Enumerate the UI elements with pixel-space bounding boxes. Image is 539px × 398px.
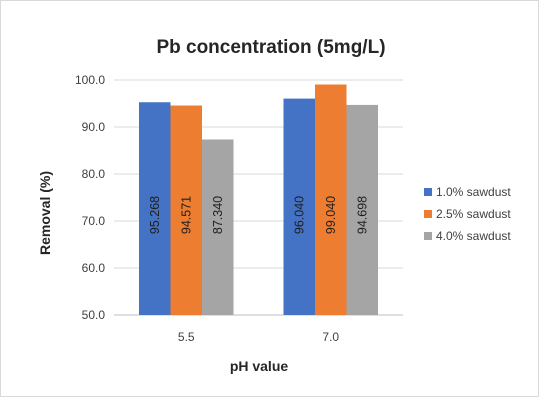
bar xyxy=(170,105,202,315)
legend-label: 1.0% sawdust xyxy=(436,185,511,199)
x-axis-title: pH value xyxy=(230,358,289,374)
x-tick-labels: 5.5 7.0 xyxy=(178,330,340,344)
data-label: 96.040 xyxy=(292,196,306,234)
y-tick-label: 70.0 xyxy=(82,214,106,228)
data-label: 87.340 xyxy=(211,196,225,234)
x-tick-label: 5.5 xyxy=(178,330,195,344)
data-label: 95.268 xyxy=(148,196,162,234)
legend-swatch xyxy=(424,188,432,196)
bars xyxy=(139,84,378,316)
data-label: 94.698 xyxy=(355,196,369,234)
data-label: 94.571 xyxy=(179,196,193,234)
y-tick-label: 90.0 xyxy=(82,120,106,134)
y-tick-label: 80.0 xyxy=(82,167,106,181)
y-tick-label: 100.0 xyxy=(75,73,105,87)
chart-title: Pb concentration (5mg/L) xyxy=(156,37,385,58)
bar xyxy=(139,102,171,315)
legend: 1.0% sawdust 2.5% sawdust 4.0% sawdust xyxy=(424,185,511,243)
y-axis-title: Removal (%) xyxy=(37,171,53,255)
bar xyxy=(283,98,315,315)
bar xyxy=(346,104,378,315)
bar xyxy=(202,139,234,315)
data-label: 99.040 xyxy=(324,196,338,234)
legend-swatch xyxy=(424,210,432,218)
legend-swatch xyxy=(424,232,432,240)
legend-label: 2.5% sawdust xyxy=(436,207,511,221)
y-tick-label: 50.0 xyxy=(82,308,106,322)
y-tick-labels: 50.0 60.0 70.0 80.0 90.0 100.0 xyxy=(75,73,105,322)
x-tick-label: 7.0 xyxy=(322,330,339,344)
legend-label: 4.0% sawdust xyxy=(436,229,511,243)
bar xyxy=(315,84,347,316)
y-tick-label: 60.0 xyxy=(82,261,106,275)
data-labels: 95.268 94.571 87.340 96.040 99.040 94.698 xyxy=(148,196,370,234)
